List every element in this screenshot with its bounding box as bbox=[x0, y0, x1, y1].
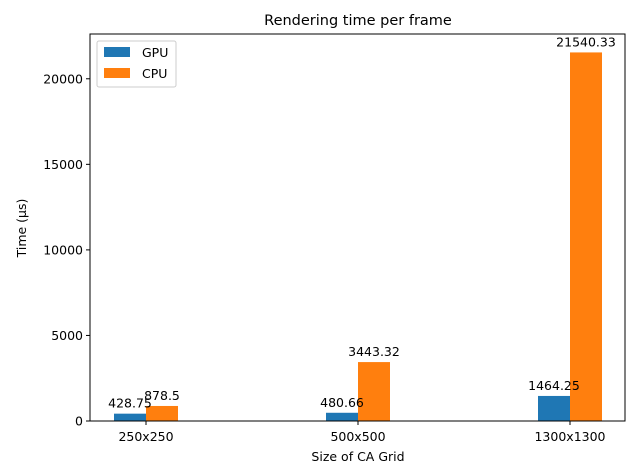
legend: GPU CPU bbox=[96, 40, 177, 88]
bars-layer bbox=[114, 52, 602, 422]
y-tick-label: 5000 bbox=[51, 328, 83, 343]
y-tick-label: 20000 bbox=[43, 71, 83, 86]
data-label-gpu-500x500: 480.66 bbox=[320, 395, 364, 410]
y-tick-label: 10000 bbox=[43, 242, 83, 257]
x-axis-ticks: 250x250 500x500 1300x1300 bbox=[118, 421, 606, 444]
data-labels-layer: 428.75 480.66 1464.25 878.5 3443.32 21540.33 bbox=[108, 34, 616, 410]
data-label-cpu-500x500: 3443.32 bbox=[348, 344, 400, 359]
data-label-gpu-1300x1300: 1464.25 bbox=[528, 378, 580, 393]
x-tick-label: 250x250 bbox=[118, 429, 173, 444]
x-tick-label: 500x500 bbox=[330, 429, 385, 444]
y-tick-label: 15000 bbox=[43, 157, 83, 172]
chart-title: Rendering time per frame bbox=[264, 13, 452, 29]
bar-gpu-1300x1300 bbox=[538, 395, 570, 421]
x-tick-label: 1300x1300 bbox=[534, 429, 605, 444]
legend-swatch-gpu bbox=[104, 47, 130, 57]
bar-cpu-250x250 bbox=[146, 405, 178, 421]
data-label-cpu-250x250: 878.5 bbox=[144, 388, 180, 403]
data-label-cpu-1300x1300: 21540.33 bbox=[556, 34, 616, 49]
bar-cpu-500x500 bbox=[358, 362, 390, 421]
bar-gpu-500x500 bbox=[326, 412, 358, 421]
bar-gpu-250x250 bbox=[114, 413, 146, 421]
plot-frame bbox=[89, 33, 626, 422]
data-label-gpu-250x250: 428.75 bbox=[108, 396, 152, 411]
bar-cpu-1300x1300 bbox=[570, 52, 602, 422]
legend-swatch-cpu bbox=[104, 68, 130, 78]
x-axis-label: Size of CA Grid bbox=[311, 449, 404, 464]
y-axis-label: Time (µs) bbox=[14, 199, 29, 259]
legend-label-cpu: CPU bbox=[142, 66, 167, 81]
y-axis-ticks: 0 5000 10000 15000 20000 bbox=[43, 71, 90, 429]
legend-label-gpu: GPU bbox=[142, 45, 168, 60]
y-tick-label: 0 bbox=[75, 414, 83, 429]
